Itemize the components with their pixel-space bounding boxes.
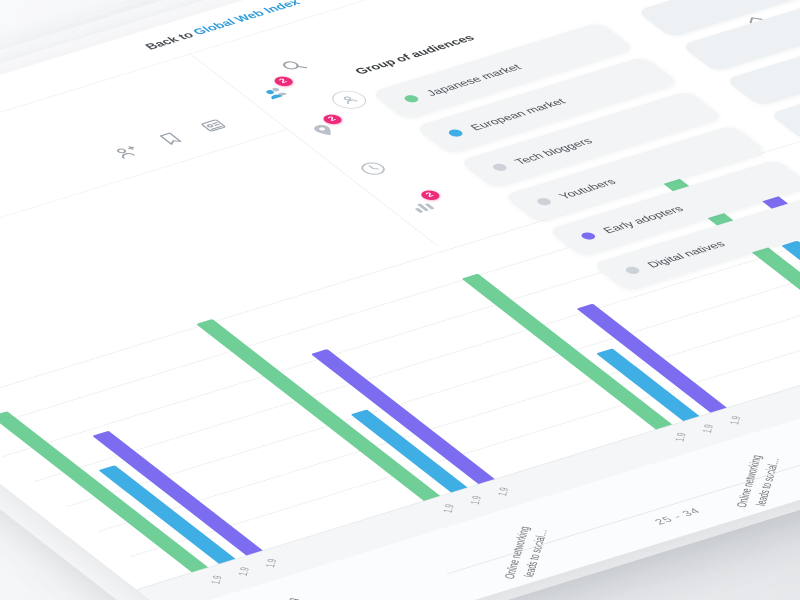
audience-group-circle-icon <box>325 87 373 112</box>
location-pin-icon <box>314 124 331 136</box>
audience-dot-icon <box>490 162 510 173</box>
audience-chip-label: European market <box>467 96 568 132</box>
rail-item-audiences[interactable]: 2 <box>255 75 302 105</box>
bar-chart-icon <box>415 203 435 213</box>
rail-item-history[interactable] <box>353 157 400 181</box>
audience-dot-icon <box>578 231 598 241</box>
audience-dot-icon <box>401 93 421 104</box>
audience-chip-label: Early adopters <box>599 203 686 235</box>
rail-item-charts[interactable]: 2 <box>401 188 448 219</box>
audience-chip-label: Youtubers <box>555 176 619 201</box>
audience-chip-label: Japanese market <box>422 61 524 98</box>
id-badge-icon[interactable] <box>194 116 232 135</box>
audiences-people-icon <box>266 87 288 100</box>
rail-item-locations[interactable]: 2 <box>304 112 351 143</box>
audience-dot-icon <box>623 265 643 276</box>
bar-early-adopters <box>92 430 263 556</box>
back-label: Back to <box>142 29 197 52</box>
chevron-up-icon[interactable] <box>736 10 774 29</box>
audience-chip-label: Digital natives <box>643 238 728 270</box>
audience-chip-label: Tech bloggers <box>511 135 595 167</box>
history-clock-icon <box>361 162 385 175</box>
bookmark-icon[interactable] <box>152 129 190 148</box>
audience-dot-icon <box>534 196 554 207</box>
bar-european-market <box>781 240 800 350</box>
search-icon[interactable] <box>272 56 310 75</box>
add-contact-icon[interactable] <box>108 143 146 162</box>
audience-dot-icon <box>446 128 466 138</box>
